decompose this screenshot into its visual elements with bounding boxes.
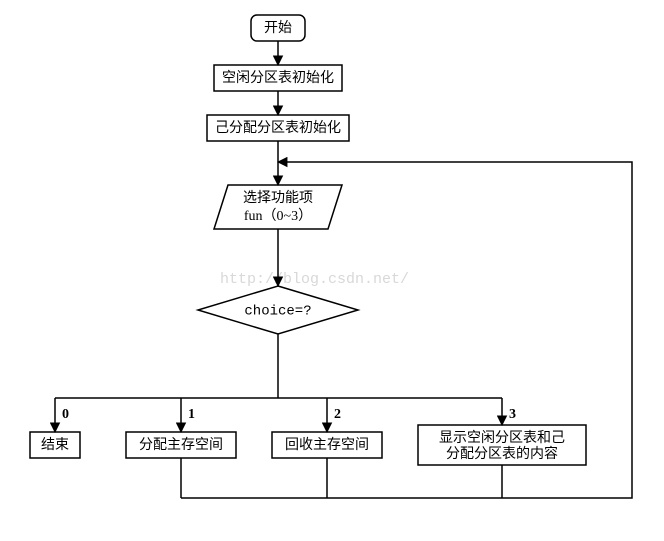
label-init2: 己分配分区表初始化 (215, 119, 341, 136)
label-init1: 空闲分区表初始化 (222, 69, 334, 86)
watermark: http://blog.csdn.net/ (220, 271, 409, 288)
label-select-2: fun（0~3） (244, 208, 312, 224)
label-select-1: 选择功能项 (243, 190, 313, 206)
branch-label-3: 3 (509, 407, 516, 422)
label-start: 开始 (264, 20, 292, 36)
label-recycle: 回收主存空间 (285, 437, 369, 453)
label-end: 结束 (41, 437, 69, 453)
branch-label-0: 0 (62, 407, 69, 422)
branch-label-2: 2 (334, 407, 341, 422)
label-show-1: 显示空闲分区表和己 (439, 430, 565, 446)
label-decision: choice=? (244, 304, 311, 320)
label-alloc: 分配主存空间 (139, 437, 223, 453)
branch-label-1: 1 (188, 407, 195, 422)
label-show-2: 分配分区表的内容 (446, 445, 558, 462)
